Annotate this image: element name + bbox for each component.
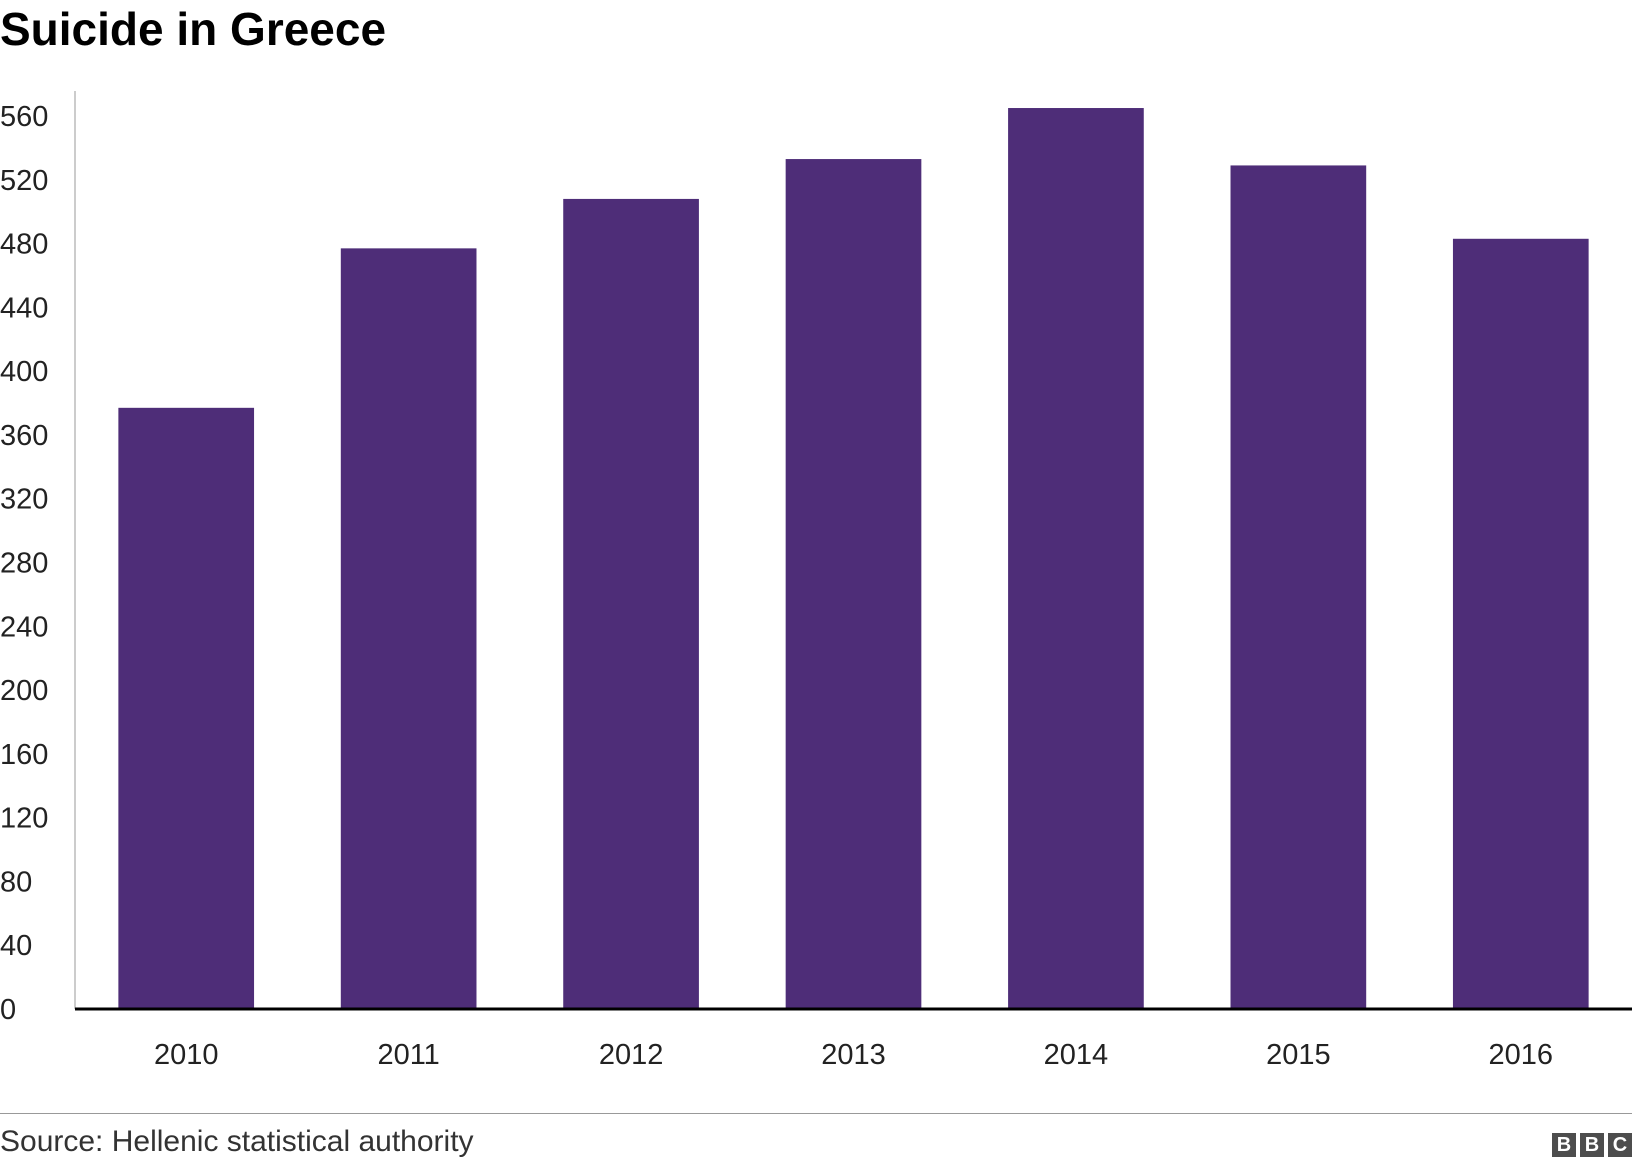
bars-group xyxy=(118,108,1589,1010)
bbc-logo-letter: B xyxy=(1580,1133,1604,1157)
bar-2012 xyxy=(563,198,699,1009)
x-tick-label: 2012 xyxy=(599,1039,664,1071)
bar-chart-plot: 0 40 80 120 160 200 240 280 320 360 400 440 480 520 56… xyxy=(0,91,1632,1071)
y-tick-label: 120 xyxy=(0,803,48,835)
x-tick-label: 2011 xyxy=(377,1039,439,1071)
y-tick-label: 400 xyxy=(0,356,48,388)
x-tick-label: 2016 xyxy=(1489,1039,1554,1071)
x-tick-label: 2013 xyxy=(821,1039,886,1071)
y-tick-label: 0 xyxy=(0,994,16,1026)
source-note: Source: Hellenic statistical authority xyxy=(0,1125,474,1158)
y-tick-label: 520 xyxy=(0,165,48,197)
footer-divider xyxy=(0,1113,1632,1114)
y-tick-label: 160 xyxy=(0,739,48,771)
bbc-logo-letter: C xyxy=(1608,1133,1632,1157)
x-tick-label: 2015 xyxy=(1266,1039,1331,1071)
y-tick-label: 360 xyxy=(0,420,48,452)
bar-2010 xyxy=(118,407,255,1009)
y-tick-label: 280 xyxy=(0,548,48,580)
x-tick-label: 2010 xyxy=(154,1039,219,1071)
y-axis-ticks: 0 40 80 120 160 200 240 280 320 360 400 440 480 520 56… xyxy=(0,101,48,1026)
y-tick-label: 560 xyxy=(0,101,48,133)
y-tick-label: 200 xyxy=(0,675,48,707)
y-tick-label: 40 xyxy=(0,930,32,962)
y-tick-label: 320 xyxy=(0,484,48,516)
chart-title: Suicide in Greece xyxy=(0,3,387,55)
bar-2014 xyxy=(1008,108,1144,1009)
y-tick-label: 240 xyxy=(0,611,48,643)
y-tick-label: 80 xyxy=(0,866,32,898)
bar-2015 xyxy=(1230,165,1367,1009)
y-tick-label: 480 xyxy=(0,229,48,261)
bar-2013 xyxy=(785,159,922,1009)
x-axis-ticks: 2010 2011 2012 2013 2014 2015 2016 xyxy=(154,1039,1553,1071)
bar-2011 xyxy=(340,248,477,1010)
x-tick-label: 2014 xyxy=(1044,1039,1109,1071)
bbc-logo-letter: B xyxy=(1552,1133,1576,1157)
bar-2016 xyxy=(1452,238,1589,1010)
bbc-logo: B B C xyxy=(1552,1133,1632,1157)
y-tick-label: 440 xyxy=(0,292,48,324)
